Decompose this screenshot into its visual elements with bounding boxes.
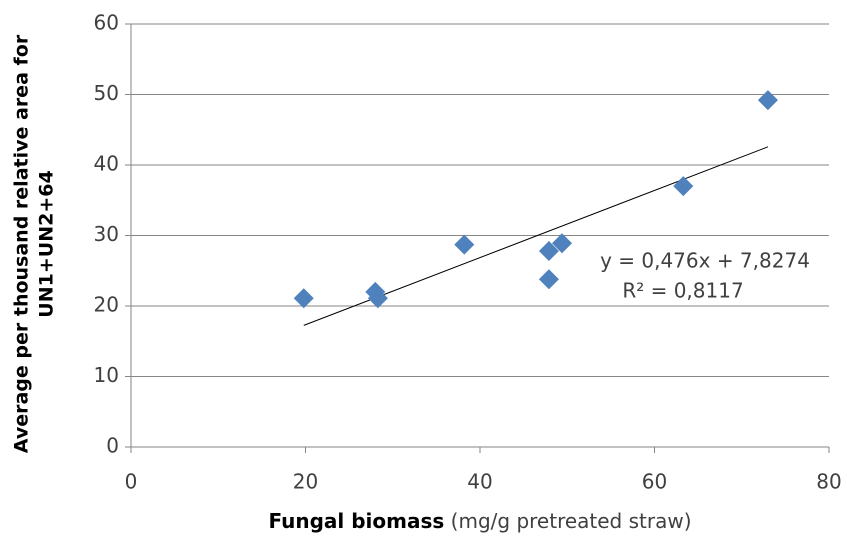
data-point: [673, 176, 694, 197]
y-tick-label: 30: [94, 222, 119, 246]
data-point: [454, 234, 475, 255]
y-tick-label: 60: [94, 11, 119, 35]
y-tick-label: 40: [94, 152, 119, 176]
y-axis-label-line: UN1+UN2+64: [36, 170, 58, 317]
x-tick-label: 20: [293, 470, 318, 494]
x-axis-title: Fungal biomass: [268, 509, 444, 533]
data-point: [757, 90, 778, 111]
y-tick-label: 10: [94, 363, 119, 387]
data-point: [552, 233, 573, 254]
x-axis-label: Fungal biomass (mg/g pretreated straw): [268, 509, 691, 533]
x-axis-unit: (mg/g pretreated straw): [451, 509, 692, 533]
x-tick-label: 0: [125, 470, 138, 494]
y-tick-label: 50: [94, 81, 119, 105]
y-tick-label: 0: [106, 434, 119, 458]
y-axis-label-line: Average per thousand relative area for: [11, 34, 33, 453]
data-point: [538, 269, 559, 290]
y-tick-label: 20: [94, 293, 119, 317]
y-axis-label: Average per thousand relative area for U…: [11, 34, 58, 453]
x-tick-label: 80: [816, 470, 841, 494]
data-point: [293, 288, 314, 309]
data-point: [538, 241, 559, 262]
x-tick-label: 60: [642, 470, 667, 494]
trendline-equation: y = 0,476x + 7,8274: [600, 249, 810, 273]
data-point: [367, 288, 388, 309]
x-tick-label: 40: [467, 470, 492, 494]
trendline-r2: R² = 0,8117: [622, 279, 743, 303]
